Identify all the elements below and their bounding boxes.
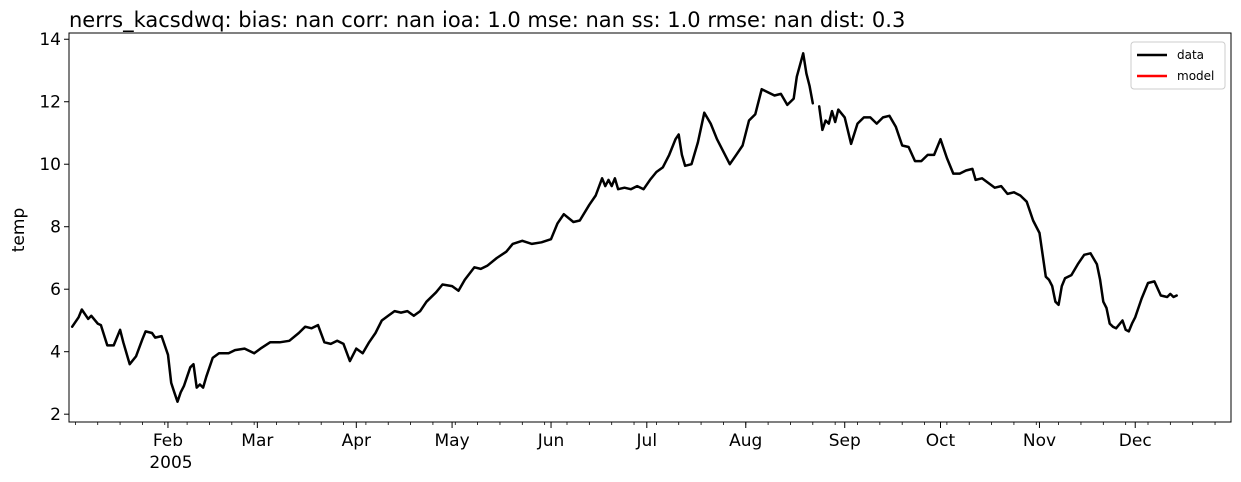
- legend: data model: [1130, 41, 1226, 90]
- x-tick-label: Aug: [729, 431, 762, 451]
- x-tick-label: Nov: [1023, 431, 1056, 451]
- y-axis-label: temp: [9, 208, 29, 252]
- y-tick-label: 14: [39, 30, 61, 50]
- x-tick-label: Sep: [829, 431, 861, 451]
- x-tick-label: Dec: [1119, 431, 1152, 451]
- x-tick-label: Apr: [342, 431, 371, 451]
- y-tick-label: 10: [39, 155, 61, 175]
- legend-label-data: data: [1177, 48, 1204, 62]
- x-tick-label: Oct: [926, 431, 956, 451]
- y-axis: 2 4 6 8 10 12 14: [39, 30, 69, 425]
- series-data-line-0: [70, 52, 815, 403]
- plot-area: [70, 52, 1178, 403]
- chart-title: nerrs_kacsdwq: bias: nan corr: nan ioa: …: [69, 8, 905, 33]
- y-tick-label: 4: [50, 343, 61, 363]
- x-tick-label: Jul: [636, 431, 658, 451]
- y-tick-label: 2: [50, 405, 61, 425]
- legend-label-model: model: [1177, 69, 1214, 83]
- series-data-line-1: [817, 105, 1178, 333]
- y-tick-label: 12: [39, 93, 61, 113]
- x-tick-label: Jun: [537, 431, 565, 451]
- x-year-label: 2005: [149, 453, 192, 473]
- y-tick-label: 8: [50, 218, 61, 238]
- x-axis: Feb Mar Apr May Jun Jul Aug Sep Oct Nov Dec: [74, 422, 1216, 451]
- x-tick-label: May: [434, 431, 469, 451]
- y-tick-label: 6: [50, 280, 61, 300]
- x-tick-label: Mar: [241, 431, 273, 451]
- plot-frame: [68, 32, 1232, 423]
- x-tick-label: Feb: [153, 431, 183, 451]
